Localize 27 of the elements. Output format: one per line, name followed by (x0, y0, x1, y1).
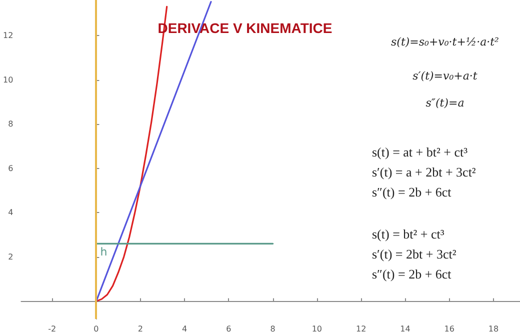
annotation: s(t) = bt² + ct³ (372, 226, 444, 242)
x-tick-label: 18 (488, 324, 499, 333)
x-tick-label: 10 (312, 324, 322, 333)
x-tick-label: 14 (400, 324, 410, 333)
y-tick-label: 2 (8, 252, 14, 262)
annotation: s(t)=s₀+v₀·t+½·a·t² (391, 36, 499, 48)
series-label: h (100, 246, 108, 259)
annotation: s″(t)=a (426, 96, 464, 110)
annotation: s′(t) = 2bt + 3ct² (372, 246, 456, 262)
y-tick-label: 12 (2, 30, 14, 40)
annotation: s′(t)=v₀+a·t (412, 70, 478, 82)
x-tick-label: 6 (226, 324, 232, 333)
x-tick-label: 4 (182, 324, 188, 333)
annotation: s″(t) = 2b + 6ct (372, 266, 452, 282)
annotation: s″(t) = 2b + 6ct (372, 184, 452, 200)
y-tick-label: 10 (2, 75, 14, 84)
x-tick-label: 2 (138, 324, 143, 333)
annotation: s(t) = at + bt² + ct³ (372, 144, 468, 160)
y-tick-label: 6 (8, 164, 14, 173)
x-tick-label: 8 (270, 324, 276, 333)
x-tick-label: 0 (94, 324, 99, 333)
x-tick-label: -2 (48, 324, 56, 333)
x-tick-label: 12 (356, 324, 366, 333)
x-tick-label: 16 (444, 324, 454, 333)
annotation: s′(t) = a + 2bt + 3ct² (372, 164, 476, 180)
y-tick-label: 8 (8, 120, 14, 129)
y-tick-label: 4 (8, 208, 14, 218)
